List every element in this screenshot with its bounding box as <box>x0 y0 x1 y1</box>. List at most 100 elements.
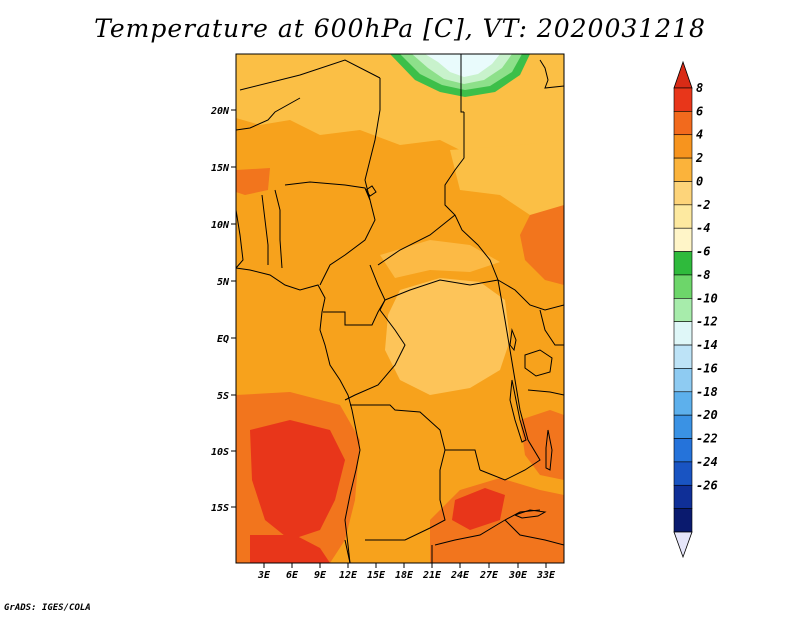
lat-tick: 10S <box>211 447 236 458</box>
lon-tick-label: 21E <box>422 570 442 581</box>
colorbar-label: -2 <box>696 198 710 212</box>
lon-tick-label: 9E <box>314 570 327 581</box>
lon-tick: 24E <box>450 563 470 581</box>
colorbar-label: -8 <box>696 268 710 282</box>
border-algeria-niger <box>239 59 381 91</box>
lat-tick-label: 20N <box>210 106 230 117</box>
colorbar-label: -10 <box>696 291 718 305</box>
lon-tick-label: 18E <box>395 570 414 581</box>
border-car-south <box>384 279 499 301</box>
lon-tick: 30E <box>508 563 528 581</box>
colorbar-cell <box>673 484 693 509</box>
lon-tick-label: 3E <box>257 570 271 581</box>
lat-tick-label: 15S <box>211 503 229 514</box>
lat-tick: 5N <box>217 277 236 288</box>
field-4-to-6-lakes <box>520 410 564 480</box>
colorbar-label: -26 <box>696 478 718 492</box>
border-car-north <box>377 214 456 266</box>
lon-tick: 12E <box>339 563 358 581</box>
coastline-west-africa <box>236 267 361 563</box>
field-0-to-2-congo <box>385 278 510 395</box>
lon-tick-label: 15E <box>367 570 386 581</box>
colorbar-cell <box>673 391 693 416</box>
lat-tick-label: EQ <box>217 334 229 345</box>
field-6-to-8-southwest <box>250 420 345 540</box>
border-south-sudan <box>497 279 564 311</box>
colorbar-cell <box>673 111 693 136</box>
border-drc-angola <box>350 404 481 471</box>
border-angola-zambia <box>365 449 446 541</box>
nile-region-east <box>539 59 564 89</box>
colorbar-cell <box>673 157 693 182</box>
colorbar-cell <box>673 134 693 159</box>
map-field <box>236 54 564 563</box>
colorbar-label: 8 <box>696 81 703 95</box>
colorbar-cell <box>673 204 693 229</box>
lon-tick-label: 30E <box>508 570 528 581</box>
colorbar-label: -18 <box>696 385 718 399</box>
border-mali-niger <box>236 97 301 131</box>
colorbar-cell <box>673 298 693 322</box>
lake-chad <box>365 185 377 197</box>
colorbar-cell <box>673 251 693 276</box>
lon-axis: 3E 6E 9E 12E 15E 18E 21E 24E 27E 30E 33E <box>257 563 556 581</box>
colorbar-label: -14 <box>696 338 718 352</box>
border-gabon-congo <box>323 299 386 326</box>
border-zimbabwe <box>504 519 564 546</box>
lat-tick: EQ <box>217 334 236 345</box>
lon-tick-label: 24E <box>450 570 470 581</box>
colorbar-top-arrow <box>673 60 693 89</box>
border-congo-drc <box>344 309 406 401</box>
lat-tick-label: 10N <box>211 220 230 231</box>
lat-tick: 10N <box>211 220 236 231</box>
field-4-to-6-east <box>520 205 564 285</box>
colorbar-label: -24 <box>696 455 718 469</box>
border-nigeria-north <box>284 181 371 201</box>
colorbar-label: -22 <box>696 432 718 446</box>
lake-malawi <box>545 429 553 471</box>
colorbar-cell <box>673 321 693 346</box>
lon-tick-label: 12E <box>339 570 358 581</box>
border-chad-sudan <box>444 112 499 281</box>
border-tanzania <box>527 389 564 396</box>
colorbar-cell <box>673 87 693 112</box>
lon-tick: 6E <box>286 563 299 581</box>
lat-axis: 20N 15N 10N 5N EQ 5S 10S 15S <box>210 106 236 514</box>
field-6-to-8-south-coast <box>250 535 330 563</box>
field-4-to-6-west <box>236 168 270 195</box>
colorbar-label: 6 <box>696 104 703 118</box>
field-0-to-2-northeast <box>450 140 564 220</box>
lake-tanganyika <box>509 379 527 443</box>
colorbar-labels: 8 6 4 2 0 -2 -4 -6 -8 -10 -12 -14 -16 -18 -20 -22 -24 -26 <box>695 81 718 492</box>
lon-tick: 27E <box>479 563 499 581</box>
lon-tick: 33E <box>536 563 556 581</box>
field-6-to-8-southeast <box>452 488 505 530</box>
lon-tick: 9E <box>314 563 327 581</box>
lat-tick-label: 10S <box>211 447 229 458</box>
lat-tick-label: 5N <box>217 277 230 288</box>
colorbar-cell <box>673 274 693 299</box>
colorbar-label: 4 <box>696 128 703 142</box>
colorbar-label: -6 <box>696 245 710 259</box>
colorbar-label: -4 <box>696 221 710 235</box>
colorbar-cell <box>673 181 693 206</box>
map-boundaries <box>236 54 564 563</box>
field-0-to-2-sahel <box>380 240 500 278</box>
colorbar-cell <box>673 508 693 533</box>
lon-tick: 3E <box>257 563 271 581</box>
coastline-northwest <box>236 209 244 269</box>
lat-tick: 15N <box>211 163 236 174</box>
lon-tick: 21E <box>422 563 442 581</box>
colorbar-label: 0 <box>696 174 703 188</box>
chart-title: Temperature at 600hPa [C], VT: 202003121… <box>94 14 706 43</box>
border-nigeria-cameroon <box>319 199 376 286</box>
lon-tick-label: 33E <box>536 570 556 581</box>
lon-tick: 18E <box>395 563 414 581</box>
colorbar-cell <box>673 438 693 463</box>
lon-tick-label: 6E <box>286 570 299 581</box>
lat-tick-label: 5S <box>217 391 229 402</box>
colorbar-cell <box>673 414 693 439</box>
lake-kariba <box>513 509 547 519</box>
colorbar: 8 6 4 2 0 -2 -4 -6 -8 -10 -12 -14 -16 -18 -20 -22 -24 -26 <box>673 60 718 559</box>
border-niger-chad <box>364 78 381 201</box>
